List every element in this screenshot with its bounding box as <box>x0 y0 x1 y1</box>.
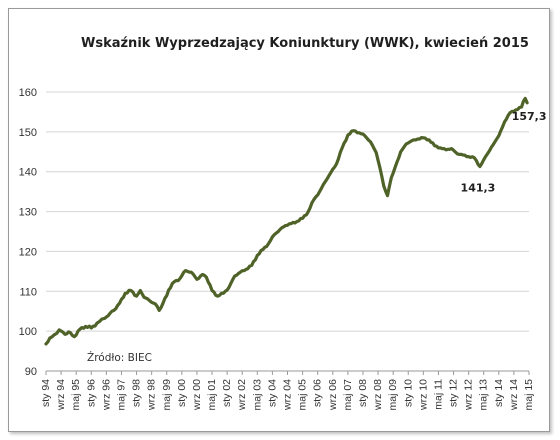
y-tick-label: 160 <box>19 87 37 99</box>
x-tick-label: wrz 08 <box>372 379 384 411</box>
chart-svg: Wskaźnik Wyprzedzający Koniunktury (WWK)… <box>19 36 547 411</box>
data-annotation-label: 141,3 <box>461 182 496 195</box>
source-label: Źródło: BIEC <box>87 351 152 364</box>
x-tick-label: maj 05 <box>297 379 309 411</box>
x-tick-label: sty 12 <box>448 379 460 407</box>
gridlines <box>46 91 529 372</box>
x-tick-label: sty 94 <box>40 379 52 407</box>
x-tick-label: maj 13 <box>478 379 490 411</box>
x-axis-ticks: sty 94 wrz 94 maj 95 sty 96 wrz 96 maj 97 sty … <box>40 371 535 411</box>
data-annotation-label: 157,3 <box>512 110 547 123</box>
annotations: 141,3 157,3 <box>461 110 547 195</box>
x-tick-label: maj 01 <box>206 379 218 411</box>
x-tick-label: sty 98 <box>131 379 143 407</box>
x-tick-label: wrz 02 <box>236 379 248 411</box>
x-tick-label: sty 00 <box>176 379 188 407</box>
x-tick-label: maj 07 <box>342 379 354 411</box>
data-series <box>44 96 529 346</box>
x-tick-label: wrz 98 <box>146 379 158 411</box>
x-tick-label: wrz 96 <box>100 379 112 411</box>
x-tick-label: maj 99 <box>161 379 173 411</box>
x-tick-label: maj 11 <box>432 379 444 410</box>
x-tick-label: maj 09 <box>387 379 399 411</box>
x-tick-label: maj 03 <box>251 379 263 411</box>
x-tick-label: wrz 00 <box>191 379 203 411</box>
x-tick-label: maj 97 <box>115 379 127 411</box>
x-tick-label: sty 06 <box>312 379 324 407</box>
x-tick-label: sty 02 <box>221 379 233 407</box>
x-tick-label: wrz 12 <box>463 379 475 411</box>
x-tick-label: wrz 10 <box>417 379 429 411</box>
x-tick-label: wrz 04 <box>282 379 294 411</box>
y-tick-label: 100 <box>19 326 37 338</box>
x-tick-label: wrz 06 <box>327 379 339 411</box>
x-tick-label: sty 14 <box>493 379 505 407</box>
x-tick-label: sty 08 <box>357 379 369 407</box>
x-tick-label: sty 96 <box>85 379 97 407</box>
y-tick-label: 130 <box>19 207 37 219</box>
chart-title: Wskaźnik Wyprzedzający Koniunktury (WWK)… <box>81 36 529 51</box>
series-line <box>44 96 529 346</box>
x-tick-label: maj 95 <box>70 379 82 411</box>
x-tick-label: sty 10 <box>402 379 414 407</box>
y-tick-label: 90 <box>25 366 37 378</box>
x-tick-label: sty 04 <box>266 379 278 407</box>
x-tick-label: wrz 94 <box>55 379 67 411</box>
y-tick-label: 110 <box>19 286 37 298</box>
chart-frame: Wskaźnik Wyprzedzający Koniunktury (WWK)… <box>8 8 550 432</box>
y-tick-label: 140 <box>19 167 37 179</box>
x-tick-label: maj 15 <box>523 379 535 411</box>
y-tick-label: 120 <box>19 246 37 258</box>
y-tick-label: 150 <box>19 127 37 139</box>
y-axis-ticks: 90 100 110 120 130 140 150 160 <box>19 87 37 378</box>
x-tick-label: wrz 14 <box>508 379 520 411</box>
